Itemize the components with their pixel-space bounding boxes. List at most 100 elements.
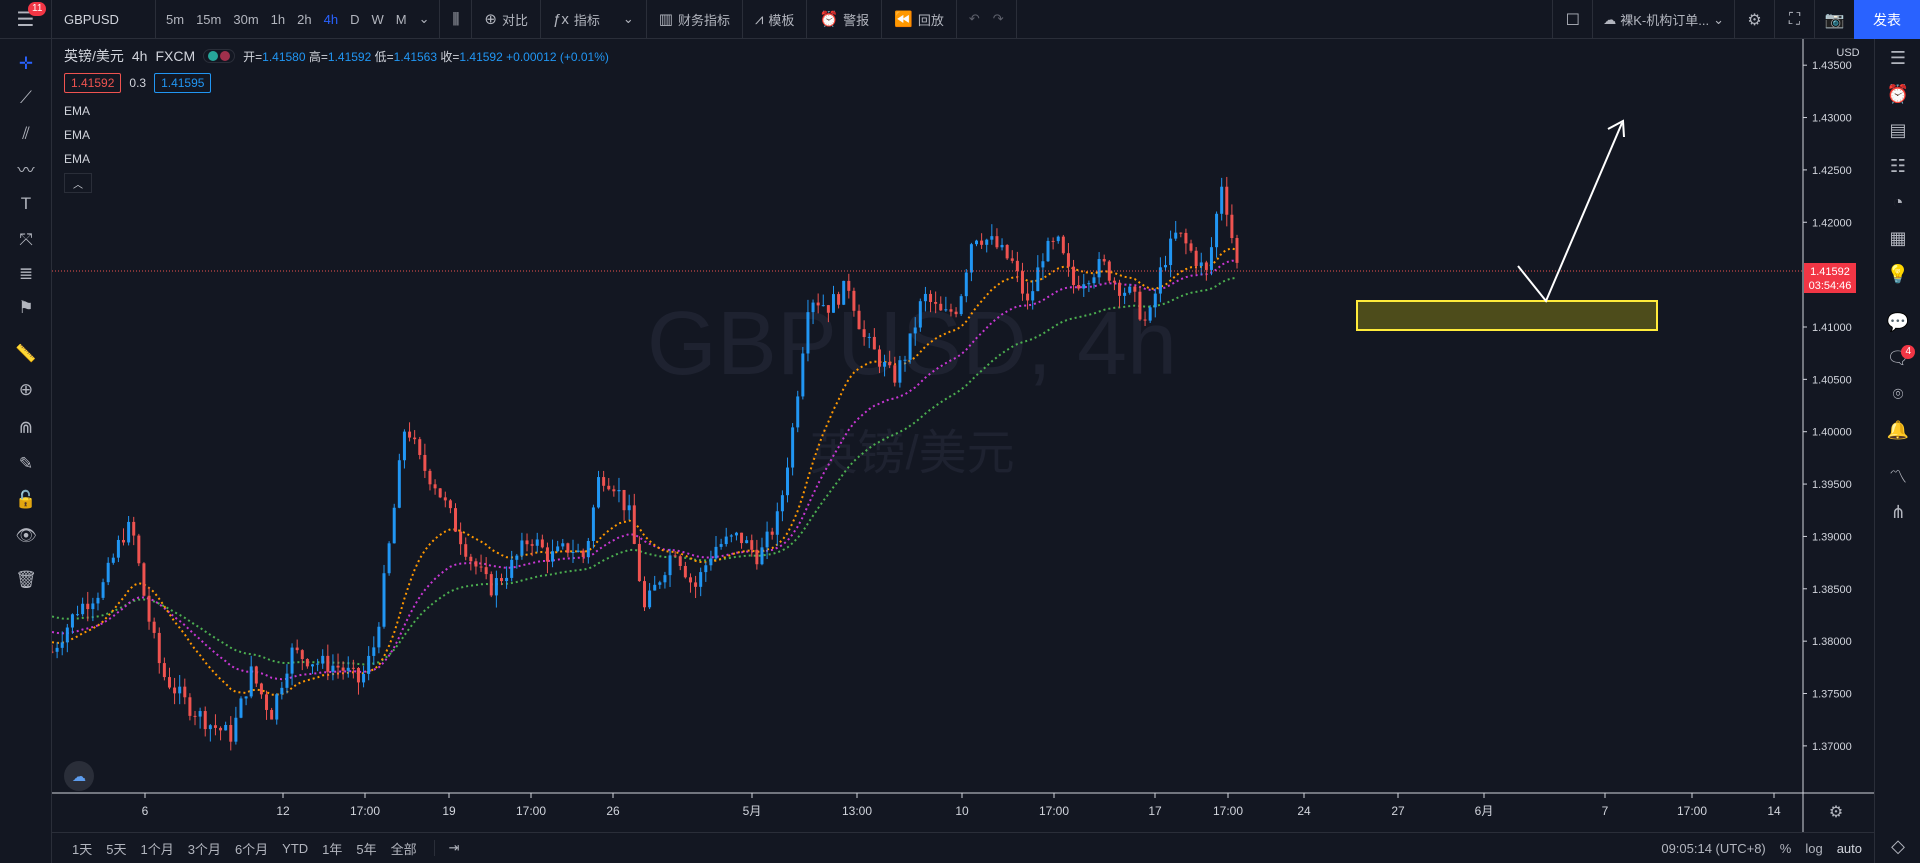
candle-body bbox=[224, 724, 228, 731]
news-icon[interactable]: ▤ bbox=[1889, 119, 1907, 140]
interval-dropdown-icon[interactable]: ⌄ bbox=[418, 11, 430, 26]
candle-body bbox=[1143, 319, 1147, 321]
text-tool-icon[interactable]: T bbox=[20, 194, 32, 213]
expand-panel-icon[interactable]: ◇ bbox=[1891, 835, 1905, 856]
interval-m[interactable]: M bbox=[395, 11, 407, 27]
range-5y[interactable]: 5年 bbox=[356, 841, 377, 857]
indicator-ema-3[interactable]: EMA bbox=[64, 152, 91, 166]
candle-body bbox=[76, 614, 80, 616]
range-1y[interactable]: 1年 bbox=[322, 841, 343, 857]
support-zone-rectangle[interactable] bbox=[1356, 300, 1658, 331]
indicator-ema-2[interactable]: EMA bbox=[64, 128, 91, 142]
clock[interactable]: 09:05:14 (UTC+8) bbox=[1661, 841, 1766, 856]
bid-button[interactable]: 1.41592 bbox=[64, 73, 122, 93]
ask-button[interactable]: 1.41595 bbox=[154, 73, 212, 93]
xabcd-tool-icon[interactable]: ⤧ bbox=[19, 230, 33, 249]
candle-body bbox=[510, 559, 514, 578]
candle-body bbox=[254, 666, 258, 684]
symbol-search-button[interactable]: GBPUSD bbox=[52, 0, 156, 39]
range-ytd[interactable]: YTD bbox=[282, 840, 309, 856]
object-tree-icon[interactable]: ⋔ bbox=[1890, 501, 1906, 522]
lock-drawing-tool-icon[interactable]: ✎ bbox=[18, 454, 34, 473]
range-all[interactable]: 全部 bbox=[390, 841, 417, 857]
data-window-icon[interactable]: ☷ bbox=[1889, 155, 1907, 176]
goto-date-icon[interactable]: ⇥ bbox=[433, 840, 467, 856]
dom-icon[interactable]: 〽 bbox=[1889, 467, 1907, 487]
interval-1h[interactable]: 1h bbox=[270, 11, 286, 27]
range-3m[interactable]: 3个月 bbox=[187, 841, 221, 857]
candle-body bbox=[765, 531, 769, 548]
forecast-tool-icon[interactable]: ⚑ bbox=[18, 298, 34, 317]
collapse-legend-button[interactable]: ︿ bbox=[64, 173, 92, 193]
eye-icon[interactable]: 👁 bbox=[15, 526, 37, 545]
pitchfork-tool-icon[interactable]: ⫽ bbox=[22, 124, 30, 143]
notifications-icon[interactable]: 🔔 bbox=[1886, 419, 1910, 440]
tradingview-logo[interactable]: ☁ bbox=[64, 761, 94, 791]
zoom-tool-icon[interactable]: ⊕ bbox=[18, 380, 34, 399]
indicators-button[interactable]: ƒx 指标 ⌄ bbox=[541, 0, 647, 39]
replay-button[interactable]: ⏪ 回放 bbox=[882, 0, 957, 39]
indicator-ema-1[interactable]: EMA bbox=[64, 104, 91, 118]
chart-type-button[interactable]: ⫼ bbox=[440, 0, 473, 39]
candle-body bbox=[219, 727, 223, 731]
chart-settings-icon[interactable]: ⚙ bbox=[1829, 802, 1843, 821]
pattern-tool-icon[interactable]: 〰 bbox=[17, 160, 35, 180]
interval-w[interactable]: W bbox=[371, 11, 384, 27]
interval-d[interactable]: D bbox=[350, 11, 360, 27]
alert-button[interactable]: ⏰ 警报 bbox=[807, 0, 883, 39]
price-axis-label: 1.43000 bbox=[1812, 113, 1852, 125]
forecast-arrow-path[interactable] bbox=[1517, 122, 1623, 303]
auto-scale-toggle[interactable]: auto bbox=[1836, 841, 1862, 856]
settings-button[interactable]: ⚙ bbox=[1734, 0, 1774, 39]
interval-4h[interactable]: 4h bbox=[323, 11, 339, 27]
templates-button[interactable]: ⩘ 模板 bbox=[743, 0, 808, 39]
chat-icon[interactable]: 💬 bbox=[1886, 311, 1910, 332]
interval-30m[interactable]: 30m bbox=[233, 11, 259, 27]
range-1d[interactable]: 1天 bbox=[72, 841, 93, 857]
candle-body bbox=[831, 294, 835, 313]
watchlist-icon[interactable]: ☰ bbox=[1889, 47, 1907, 68]
layout-name-button[interactable]: ☁ 裸K-机构订单... ⌄ bbox=[1592, 0, 1734, 39]
candle-body bbox=[923, 293, 927, 302]
time-axis[interactable]: 6 12 17:00 19 17:00 26 5月 13:00 10 17:00 17 17:00 24… bbox=[142, 793, 1781, 818]
compare-button[interactable]: ⊕ 对比 bbox=[472, 0, 541, 39]
alarm-clock-icon[interactable]: ⏰ bbox=[1886, 83, 1910, 104]
percent-scale-toggle[interactable]: % bbox=[1779, 841, 1792, 856]
publish-button[interactable]: 发表 bbox=[1854, 0, 1920, 39]
trash-icon[interactable]: 🗑 bbox=[15, 570, 37, 589]
range-1m[interactable]: 1个月 bbox=[140, 841, 174, 857]
ruler-tool-icon[interactable]: 📏 bbox=[15, 344, 37, 363]
streams-icon[interactable]: ⌾ bbox=[1892, 383, 1904, 404]
alarm-icon: ⏰ bbox=[819, 11, 839, 28]
hotlist-icon[interactable]: ◔ bbox=[1892, 191, 1904, 212]
chevron-down-icon: ⌄ bbox=[622, 11, 634, 26]
main-menu-button[interactable]: ☰ 11 bbox=[0, 0, 52, 39]
ideas-icon[interactable]: 💡 bbox=[1886, 263, 1910, 284]
market-status[interactable] bbox=[203, 49, 236, 63]
redo-icon[interactable]: ↷ bbox=[992, 11, 1004, 26]
candle-body bbox=[1153, 293, 1157, 308]
interval-5m[interactable]: 5m bbox=[166, 11, 185, 27]
interval-2h[interactable]: 2h bbox=[297, 11, 312, 27]
magnet-tool-icon[interactable]: ⋒ bbox=[18, 418, 34, 437]
range-6m[interactable]: 6个月 bbox=[234, 841, 269, 857]
price-axis[interactable]: 1.43500 1.43000 1.42500 1.42000 1.41000 1.405… bbox=[1803, 60, 1852, 753]
price-chart[interactable]: GBPUSD, 4h 英镑/美元 1.435001.430001.425001.… bbox=[52, 39, 1874, 832]
layout-select-button[interactable]: ☐ bbox=[1552, 0, 1592, 39]
lock-icon[interactable]: 🔓 bbox=[15, 490, 37, 509]
trend-line-tool-icon[interactable]: ⟋ bbox=[20, 88, 32, 107]
crosshair-tool-icon[interactable]: ✛ bbox=[18, 54, 34, 73]
undo-icon[interactable]: ↶ bbox=[968, 11, 980, 26]
snapshot-button[interactable]: 📷 bbox=[1814, 0, 1854, 39]
financials-button[interactable]: ▥ 财务指标 bbox=[647, 0, 743, 39]
interval-15m[interactable]: 15m bbox=[196, 11, 222, 27]
calendar-icon[interactable]: ▦ bbox=[1889, 227, 1907, 248]
open-value: 1.41580 bbox=[262, 49, 306, 64]
private-chat-icon[interactable]: 🗨 4 bbox=[1875, 341, 1920, 375]
log-scale-toggle[interactable]: log bbox=[1805, 841, 1823, 856]
fib-tool-icon[interactable]: ≣ bbox=[18, 264, 34, 283]
fullscreen-button[interactable]: ⛶ bbox=[1774, 0, 1814, 39]
symbol-description[interactable]: 英镑/美元 bbox=[64, 48, 124, 64]
candle-body bbox=[305, 659, 309, 667]
range-5d[interactable]: 5天 bbox=[106, 841, 127, 857]
